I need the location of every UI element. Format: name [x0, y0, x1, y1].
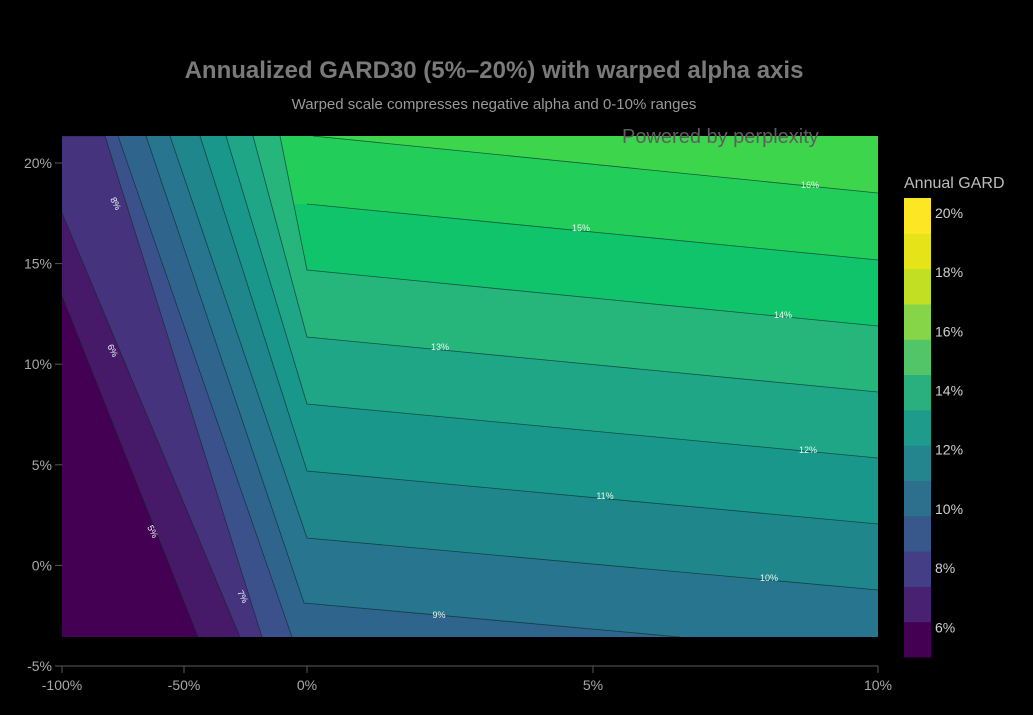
contour-label: 14%: [774, 310, 792, 320]
colorbar-segment: [904, 586, 931, 623]
colorbar-segment: [904, 621, 931, 658]
colorbar-segment: [904, 551, 931, 587]
x-tick-label: -100%: [42, 677, 82, 693]
colorbar-tick-label: 8%: [935, 560, 955, 576]
colorbar-tick-label: 16%: [935, 323, 963, 339]
contour-label: 16%: [801, 180, 819, 190]
x-tick-label: -50%: [168, 677, 201, 693]
contour-fill-group: [62, 136, 878, 637]
contour-line: [145, 136, 681, 637]
x-tick-label: 5%: [583, 677, 603, 693]
colorbar-segment: [904, 480, 931, 517]
contour-label: 13%: [431, 342, 449, 352]
y-tick-label: 20%: [24, 155, 52, 171]
contour-label: 15%: [572, 223, 590, 233]
colorbar-tick-label: 10%: [935, 501, 963, 517]
contour-label: 9%: [432, 610, 445, 620]
watermark: Powered by perplexity: [622, 126, 819, 148]
colorbar-segment: [904, 445, 931, 481]
contour-line: [279, 136, 878, 327]
y-tick-label: 0%: [32, 557, 52, 573]
colorbar-tick-label: 18%: [935, 264, 963, 280]
colorbar-tick-label: 20%: [935, 205, 963, 221]
contour-line: [225, 136, 878, 459]
colorbar: Annual GARD 6% 8% 10% 12% 14% 16% 18% 20%: [904, 175, 1005, 658]
colorbar-segment: [904, 268, 931, 305]
colorbar-segment: [904, 339, 931, 376]
axes-group: -100% -50% 0% 5% 10% -5% 0% 5% 10% 15% 20%: [24, 155, 892, 693]
colorbar-segment: [904, 198, 931, 234]
colorbar-tick-label: 6%: [935, 619, 955, 635]
contour-label: 12%: [799, 445, 817, 455]
colorbar-segment: [904, 409, 931, 446]
contour-line: [312, 136, 878, 194]
chart-title: Annualized GARD30 (5%–20%) with warped a…: [185, 57, 804, 84]
contour-line: [62, 136, 263, 637]
chart-subtitle: Warped scale compresses negative alpha a…: [292, 96, 697, 113]
y-tick-label: -5%: [27, 658, 52, 674]
contour-line: [252, 136, 878, 393]
contour-label: 11%: [596, 491, 613, 501]
y-tick-label: 15%: [24, 256, 52, 272]
colorbar-segment: [904, 233, 931, 270]
contour-line-group: [62, 136, 878, 637]
contour-line: [199, 136, 878, 525]
contour-line: [169, 136, 878, 591]
y-tick-label: 10%: [24, 356, 52, 372]
contour-line: [306, 203, 878, 261]
colorbar-tick-label: 12%: [935, 442, 963, 458]
contour-label: 10%: [760, 573, 778, 583]
colorbar-segment: [904, 303, 931, 340]
contour-line: [117, 136, 293, 637]
contour-line: [62, 295, 199, 637]
colorbar-tick-label: 14%: [935, 382, 963, 398]
x-tick-label: 0%: [297, 677, 317, 693]
contour-line: [62, 212, 241, 637]
y-tick-label: 5%: [32, 457, 52, 473]
x-tick-label: 10%: [864, 677, 892, 693]
colorbar-segment: [904, 374, 931, 411]
watermark-text: Powered by perplexity: [622, 126, 819, 148]
colorbar-title: Annual GARD: [904, 175, 1005, 192]
colorbar-segment: [904, 515, 931, 552]
